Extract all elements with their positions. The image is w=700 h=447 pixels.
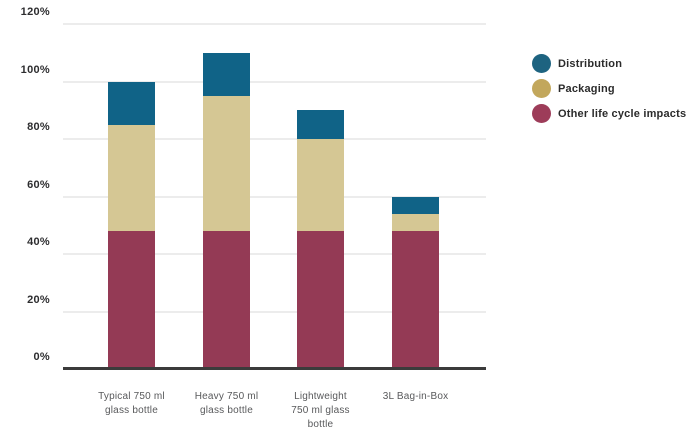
legend-item: Distribution (532, 54, 686, 73)
y-axis: 0% 20% 40% 60% 80% 100% 120% (0, 6, 56, 369)
bar-segment (108, 81, 155, 125)
bar-segment (392, 213, 439, 231)
legend-label: Distribution (558, 57, 623, 70)
gridline (63, 81, 486, 82)
gridline (63, 23, 486, 25)
legend-item: Packaging (532, 79, 686, 98)
legend-dot-icon (532, 54, 551, 73)
bar-3 (297, 110, 344, 369)
bar-2 (203, 52, 250, 369)
bar-segment (392, 231, 439, 369)
bar-segment (108, 124, 155, 231)
gridline (63, 138, 486, 140)
bar-segment (203, 52, 250, 96)
x-axis-category-label: Lightweight 750 ml glass bottle (291, 391, 350, 430)
bar-segment (203, 95, 250, 231)
bar-segment (203, 231, 250, 369)
plot-area (63, 23, 486, 370)
x-axis: Typical 750 ml glass bottle Heavy 750 ml … (63, 390, 486, 440)
legend-item: Other life cycle impacts (532, 104, 686, 123)
bar-segment (297, 139, 344, 231)
gridline (63, 253, 486, 255)
legend-dot-icon (532, 79, 551, 98)
bar-segment (108, 231, 155, 369)
y-axis-tick-label: 0% (33, 351, 50, 363)
y-axis-tick-label: 100% (20, 63, 50, 76)
legend-label: Other life cycle impacts (558, 107, 687, 120)
bar-segment (392, 196, 439, 214)
bar-1 (108, 81, 155, 369)
x-axis-category-label: Heavy 750 ml glass bottle (194, 391, 259, 416)
gridline (63, 196, 486, 197)
legend-dot-icon (532, 104, 551, 123)
x-axis-category-label: Typical 750 ml glass bottle (98, 391, 165, 416)
x-axis-category-label: 3L Bag-in-Box (382, 391, 449, 402)
y-axis-tick-label: 20% (27, 293, 50, 306)
y-axis-tick-label: 60% (27, 178, 50, 191)
y-axis-tick-label: 80% (27, 121, 50, 133)
y-axis-tick-label: 40% (27, 236, 50, 248)
x-axis-line (63, 367, 486, 370)
legend: Distribution Packaging Other life cycle im… (532, 54, 686, 129)
legend-label: Packaging (558, 82, 615, 95)
bar-segment (297, 110, 344, 139)
bar-segment (297, 231, 344, 369)
bar-4 (392, 196, 439, 369)
gridline (63, 311, 486, 312)
y-axis-tick-label: 120% (20, 6, 50, 18)
